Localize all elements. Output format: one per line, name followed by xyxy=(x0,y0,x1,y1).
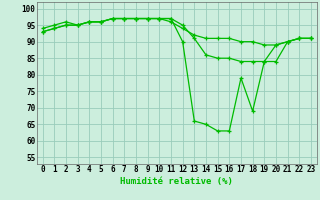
X-axis label: Humidité relative (%): Humidité relative (%) xyxy=(120,177,233,186)
